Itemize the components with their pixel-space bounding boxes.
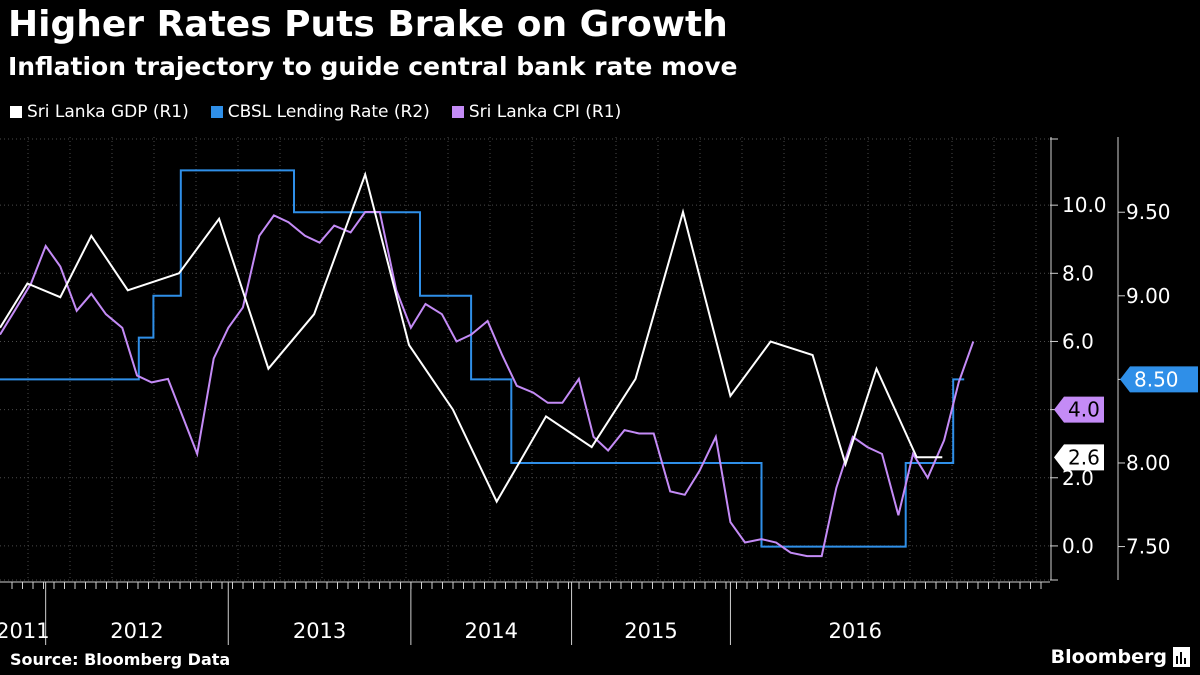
- brand-name: Bloomberg: [1050, 646, 1167, 668]
- year-label: 2011: [0, 619, 50, 643]
- lending-rate-end-value: 8.50: [1134, 367, 1179, 391]
- r2-tick-label: 8.00: [1126, 451, 1171, 475]
- year-label: 2014: [464, 619, 517, 643]
- r1-tick-label: 10.0: [1062, 193, 1107, 217]
- source-note: Source: Bloomberg Data: [10, 650, 231, 669]
- cpi-end-tag: [1054, 396, 1104, 423]
- legend-swatch-lending-rate: [210, 106, 223, 118]
- r1-tick-label: 6.0: [1062, 329, 1094, 353]
- year-dividers: 2011 2012 2013 2014 2015 2016: [0, 581, 1050, 645]
- legend-swatch-cpi: [451, 106, 464, 118]
- chart-title: Higher Rates Puts Brake on Growth: [8, 4, 728, 45]
- year-label: 2012: [110, 619, 163, 643]
- r1-tick-label: 0.0: [1062, 534, 1094, 558]
- year-label: 2015: [624, 619, 677, 643]
- gridlines: [0, 137, 1050, 581]
- bloomberg-chart-icon: [1173, 647, 1190, 667]
- cpi-end-value: 4.0: [1068, 398, 1100, 422]
- gdp-end-value: 2.6: [1068, 445, 1100, 469]
- legend-label-gdp: Sri Lanka GDP (R1): [27, 102, 189, 122]
- year-label: 2013: [293, 619, 346, 643]
- legend-label-cpi: Sri Lanka CPI (R1): [468, 102, 622, 122]
- year-label: 2016: [828, 619, 881, 643]
- lending-rate-end-tag: [1120, 366, 1198, 393]
- legend-item-lending-rate: CBSL Lending Rate (R2): [210, 102, 430, 122]
- legend-item-gdp: Sri Lanka GDP (R1): [10, 102, 189, 122]
- legend-swatch-gdp: [10, 106, 22, 118]
- r2-tick-label: 9.00: [1126, 284, 1171, 308]
- lending-rate-line: [0, 169, 965, 548]
- axes: 0.02.04.06.08.010.07.508.008.509.009.50: [1050, 137, 1171, 581]
- r2-tick-label: 7.50: [1126, 535, 1171, 559]
- chart-subtitle: Inflation trajectory to guide central ba…: [8, 52, 738, 81]
- legend-item-cpi: Sri Lanka CPI (R1): [451, 102, 622, 122]
- cpi-line: [0, 211, 975, 558]
- brand-logo: Bloomberg: [1051, 646, 1190, 668]
- end-labels: 4.0 2.6 8.50: [1054, 366, 1198, 471]
- r1-tick-label: 8.0: [1062, 261, 1094, 285]
- r2-tick-label: 9.50: [1126, 200, 1171, 224]
- legend: Sri Lanka GDP (R1) CBSL Lending Rate (R2…: [10, 102, 621, 122]
- gdp-line: [0, 171, 943, 504]
- legend-label-lending-rate: CBSL Lending Rate (R2): [227, 102, 430, 122]
- series-lines: [0, 169, 975, 558]
- gdp-end-tag: [1054, 444, 1104, 471]
